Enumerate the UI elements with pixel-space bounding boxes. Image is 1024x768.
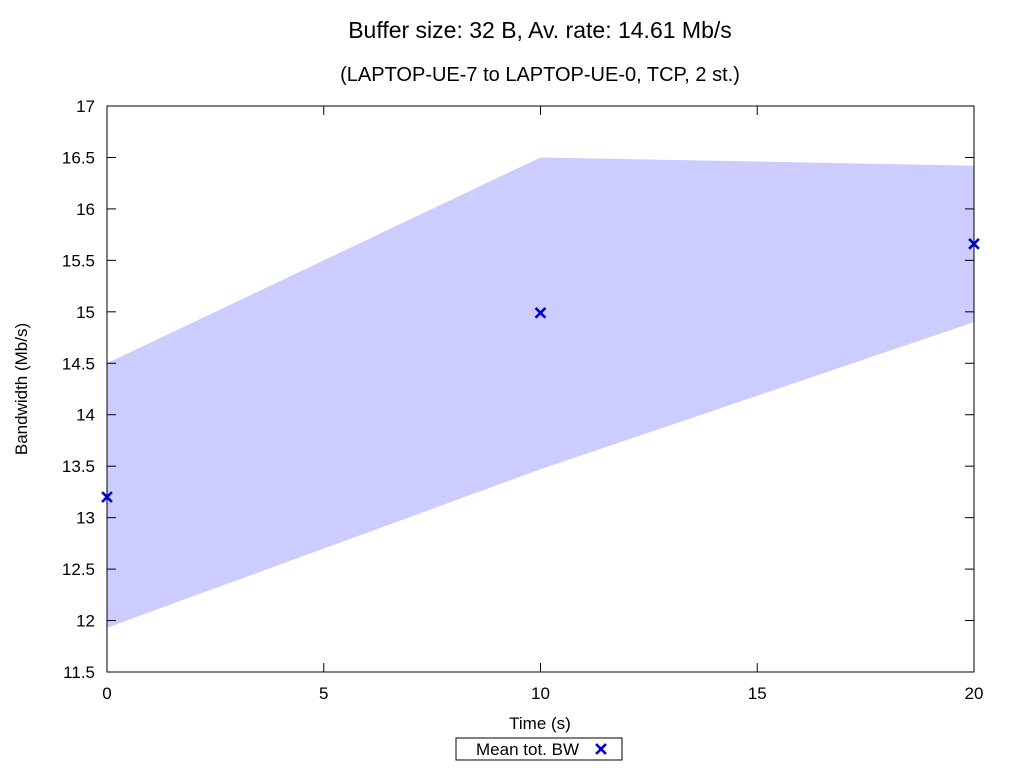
legend-box: [455, 737, 623, 761]
chart-title: Buffer size: 32 B, Av. rate: 14.61 Mb/s: [348, 17, 732, 43]
y-tick-label: 14: [76, 406, 95, 425]
mean-tot-bw-series: [101, 238, 980, 503]
y-tick-label: 14.5: [62, 354, 95, 373]
y-tick-label: 15: [76, 303, 95, 322]
x-tick-label: 20: [965, 684, 984, 703]
data-point-marker: [101, 491, 113, 503]
x-tick-label: 0: [102, 684, 111, 703]
y-tick-label: 15.5: [62, 251, 95, 270]
y-tick-label: 11.5: [63, 663, 95, 682]
x-axis-label: Time (s): [509, 714, 571, 733]
x-tick-label: 15: [748, 684, 767, 703]
y-tick-label: 16.5: [62, 148, 95, 167]
legend-marker: [595, 743, 607, 755]
y-axis-label: Bandwidth (Mb/s): [12, 323, 31, 455]
y-tick-label: 13: [76, 509, 95, 528]
legend-marker-x-icon: [595, 743, 607, 755]
y-tick-label: 16: [76, 200, 95, 219]
y-tick-label: 17: [76, 97, 95, 116]
confidence-band: [107, 157, 974, 628]
data-point-marker: [534, 307, 547, 319]
y-axis: 11.5 12 12.5 13 13.5 14 14.5 15 15.5 16 16.5 17: [62, 97, 974, 682]
y-tick-label: 12.5: [62, 560, 95, 579]
data-point-marker: [968, 238, 980, 250]
x-tick-label: 10: [531, 684, 550, 703]
legend: Mean tot. BW: [455, 737, 623, 761]
x-axis: 0 5 10 15 20: [102, 106, 983, 703]
y-tick-label: 12: [76, 612, 95, 631]
x-tick-label: 5: [319, 684, 328, 703]
chart-subtitle: (LAPTOP-UE-7 to LAPTOP-UE-0, TCP, 2 st.): [340, 64, 740, 86]
legend-label: Mean tot. BW: [476, 740, 579, 759]
y-tick-label: 13.5: [62, 457, 95, 476]
